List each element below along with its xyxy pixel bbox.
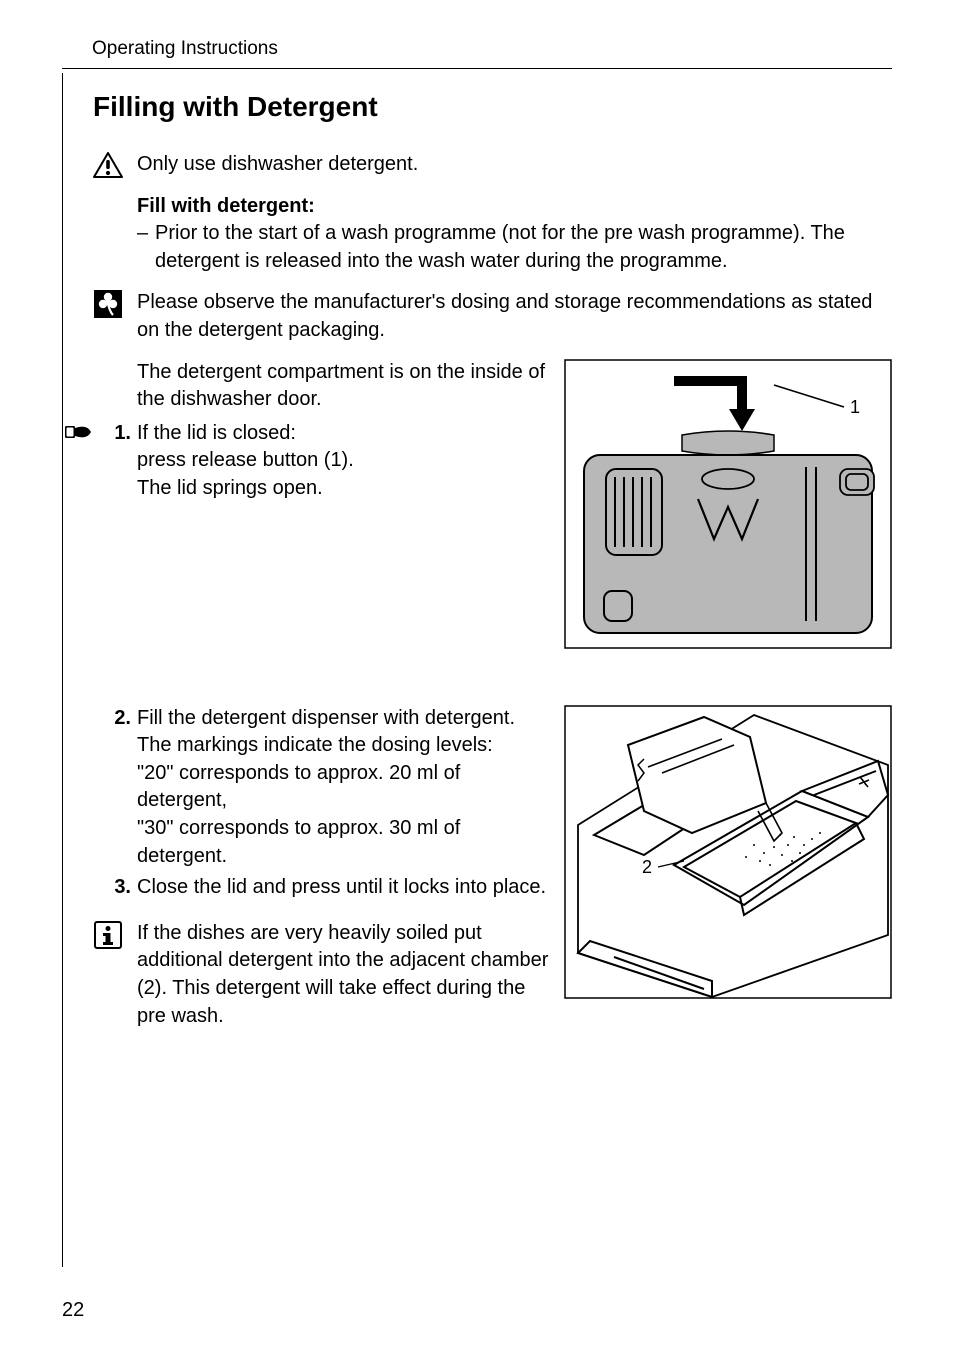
bullet-dash: – (137, 220, 155, 275)
page-number: 22 (62, 1299, 84, 1322)
figure-1: 1 (564, 359, 892, 649)
step-2-text: Fill the detergent dispenser with deterg… (137, 707, 515, 757)
page-header: Operating Instructions (92, 38, 892, 60)
info-icon (93, 920, 123, 950)
step-2-line-b: "30" corresponds to approx. 30 ml of det… (137, 817, 460, 867)
clover-text: Please observe the manufacturer's dosing… (137, 289, 892, 344)
clover-icon (91, 289, 125, 319)
step-3-text: Close the lid and press until it locks i… (137, 874, 550, 902)
step-3-number: 3. (107, 874, 131, 902)
figure-1-label: 1 (850, 397, 860, 417)
step-1-number: 1. (107, 420, 131, 503)
fill-bullet-text: Prior to the start of a wash programme (… (155, 220, 892, 275)
figure-2-label: 2 (642, 857, 652, 877)
step-2-number: 2. (107, 705, 131, 871)
fill-bullet: – Prior to the start of a wash programme… (137, 220, 892, 275)
header-rule (62, 68, 892, 69)
section-title: Filling with Detergent (93, 91, 892, 123)
fill-heading: Fill with detergent: (137, 193, 892, 221)
warning-icon (91, 151, 125, 179)
hand-icon (63, 422, 93, 442)
step-2-line-a: "20" corresponds to approx. 20 ml of det… (137, 762, 460, 812)
warning-text: Only use dishwasher detergent. (137, 151, 892, 179)
step-1-line-3: The lid springs open. (137, 475, 550, 503)
step-1-line-2: press release button (1). (137, 447, 550, 475)
info-text: If the dishes are very heavily soiled pu… (137, 920, 892, 1030)
step-1-line-1: If the lid is closed: (137, 420, 550, 448)
